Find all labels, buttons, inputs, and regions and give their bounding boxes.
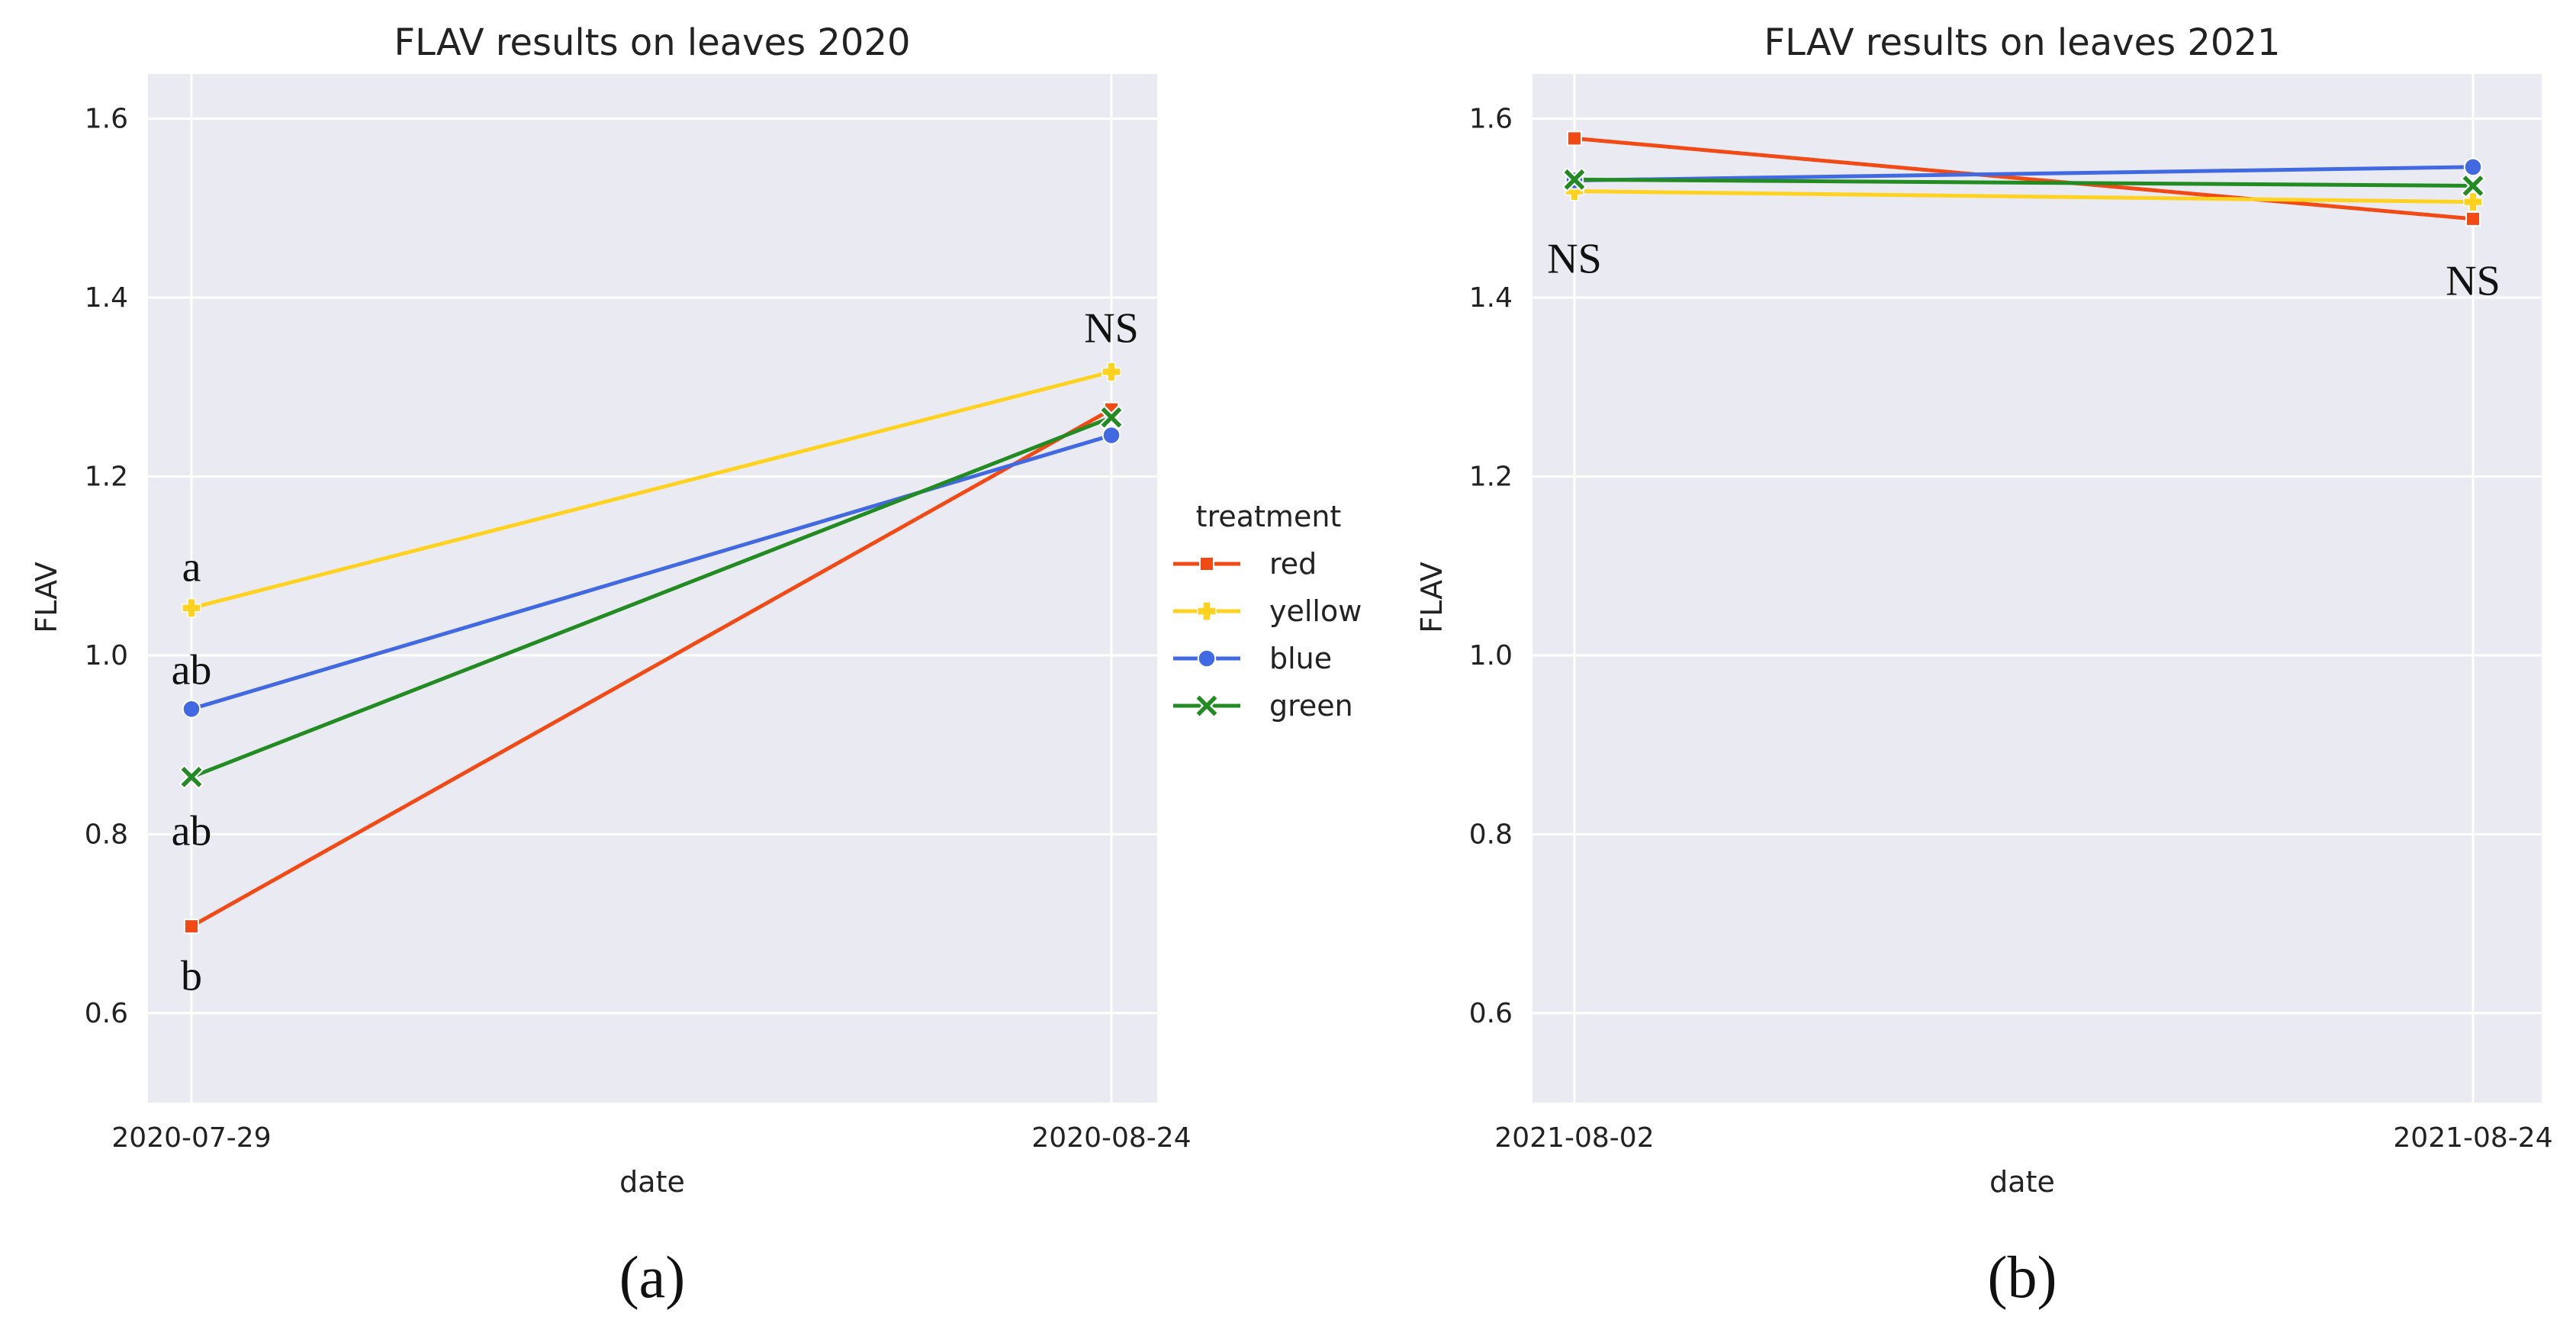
chart-2021: 0.60.81.01.21.41.6 2021-08-02 2021-08-24 … xyxy=(1415,21,2553,1310)
data-point-green xyxy=(1098,404,1124,430)
legend-items: red yellow blue green xyxy=(1173,547,1362,723)
x-tick-label: 2021-08-02 xyxy=(1494,1122,1654,1154)
x-axis-label-2020: date xyxy=(619,1165,685,1199)
data-point-red xyxy=(1567,130,1582,146)
series-line-green xyxy=(191,415,1112,779)
data-point-red xyxy=(184,919,199,935)
legend-marker-red xyxy=(1199,556,1214,571)
data-point-green xyxy=(1561,166,1587,192)
y-tick-label: 1.2 xyxy=(1469,461,1513,492)
y-tick-label: 0.8 xyxy=(1469,819,1513,850)
legend: treatment red yellow blue green xyxy=(1173,500,1362,723)
data-point-blue xyxy=(1101,426,1121,445)
significance-annotation: NS xyxy=(1547,235,1602,282)
panel-label-b: (b) xyxy=(1988,1244,2057,1310)
significance-annotation: a xyxy=(182,544,201,591)
markers-2020 xyxy=(178,362,1124,935)
series-line-blue xyxy=(191,433,1112,711)
legend-title: treatment xyxy=(1196,500,1342,533)
chart-2020: 0.60.81.01.21.41.6 2020-07-29 2020-08-24 … xyxy=(30,21,1192,1310)
y-tick-label: 1.6 xyxy=(85,104,128,135)
y-tick-label: 1.4 xyxy=(85,282,128,314)
legend-item-green: green xyxy=(1173,689,1353,723)
panel-label-a: (a) xyxy=(619,1244,686,1310)
legend-marker-blue xyxy=(1197,649,1217,668)
series-line-red xyxy=(1574,136,2474,221)
grid-2020 xyxy=(148,74,1157,1103)
x-tick-label: 2021-08-24 xyxy=(2393,1122,2552,1154)
significance-annotation: NS xyxy=(1084,305,1139,353)
plot-area-2021 xyxy=(1532,74,2542,1103)
significance-annotation: ab xyxy=(172,807,212,855)
series-line-green xyxy=(1574,177,2474,188)
series-line-blue xyxy=(1574,165,2474,182)
grid-2021 xyxy=(1532,74,2542,1103)
chart-title-2020: FLAV results on leaves 2020 xyxy=(394,21,910,64)
series-lines-2021 xyxy=(1574,136,2474,221)
series-line-yellow xyxy=(1574,189,2474,204)
legend-item-blue: blue xyxy=(1173,642,1332,675)
data-point-red xyxy=(2465,211,2481,227)
annotations-2020: a ab ab b NS xyxy=(172,305,1139,1000)
significance-annotation: b xyxy=(181,952,202,1000)
legend-label: red xyxy=(1269,547,1317,581)
x-tick-label: 2020-08-24 xyxy=(1031,1122,1191,1154)
x-ticks-2021: 2021-08-02 2021-08-24 xyxy=(1494,1122,2552,1154)
series-line-red xyxy=(190,407,1113,929)
chart-title-2021: FLAV results on leaves 2021 xyxy=(1764,21,2280,64)
y-tick-label: 1.6 xyxy=(1469,104,1513,135)
series-line-yellow xyxy=(191,369,1112,610)
y-tick-label: 1.4 xyxy=(1469,282,1513,314)
data-point-green xyxy=(178,764,204,790)
x-tick-label: 2020-07-29 xyxy=(111,1122,271,1154)
series-lines-2020 xyxy=(190,369,1113,929)
significance-annotation: NS xyxy=(2446,258,2500,305)
y-tick-label: 1.0 xyxy=(85,640,128,671)
y-axis-label-2021: FLAV xyxy=(1415,562,1449,633)
y-tick-label: 0.8 xyxy=(85,819,128,850)
legend-label: blue xyxy=(1269,642,1332,675)
legend-item-red: red xyxy=(1173,547,1317,581)
legend-label: yellow xyxy=(1269,594,1362,628)
legend-label: green xyxy=(1269,689,1353,723)
legend-marker-green xyxy=(1194,693,1220,719)
y-ticks-2020: 0.6 0.8 1.0 1.2 1.4 1.6 xyxy=(85,104,128,1029)
y-tick-label: 1.0 xyxy=(1469,640,1513,671)
data-point-yellow xyxy=(2463,192,2483,212)
data-point-yellow xyxy=(182,597,201,618)
plot-area-2020 xyxy=(148,74,1157,1103)
x-ticks-2020: 2020-07-29 2020-08-24 xyxy=(111,1122,1191,1154)
markers-2021 xyxy=(1561,130,2486,227)
x-axis-label-2021: date xyxy=(1989,1165,2055,1199)
data-point-yellow xyxy=(1101,362,1121,382)
y-ticks-2021: 0.6 0.8 1.0 1.2 1.4 1.6 xyxy=(1469,104,1513,1029)
annotations-2021: NS NS xyxy=(1547,235,2500,304)
data-point-blue xyxy=(2463,157,2483,177)
y-axis-label-2020: FLAV xyxy=(30,562,63,633)
y-tick-label: 1.2 xyxy=(85,461,128,492)
y-tick-label: 0.6 xyxy=(85,998,128,1029)
data-point-blue xyxy=(182,699,201,719)
significance-annotation: ab xyxy=(172,646,212,694)
y-tick-label: 0.6 xyxy=(1469,998,1513,1029)
legend-marker-yellow xyxy=(1197,601,1217,621)
legend-item-yellow: yellow xyxy=(1173,594,1362,628)
data-point-green xyxy=(2460,173,2486,198)
